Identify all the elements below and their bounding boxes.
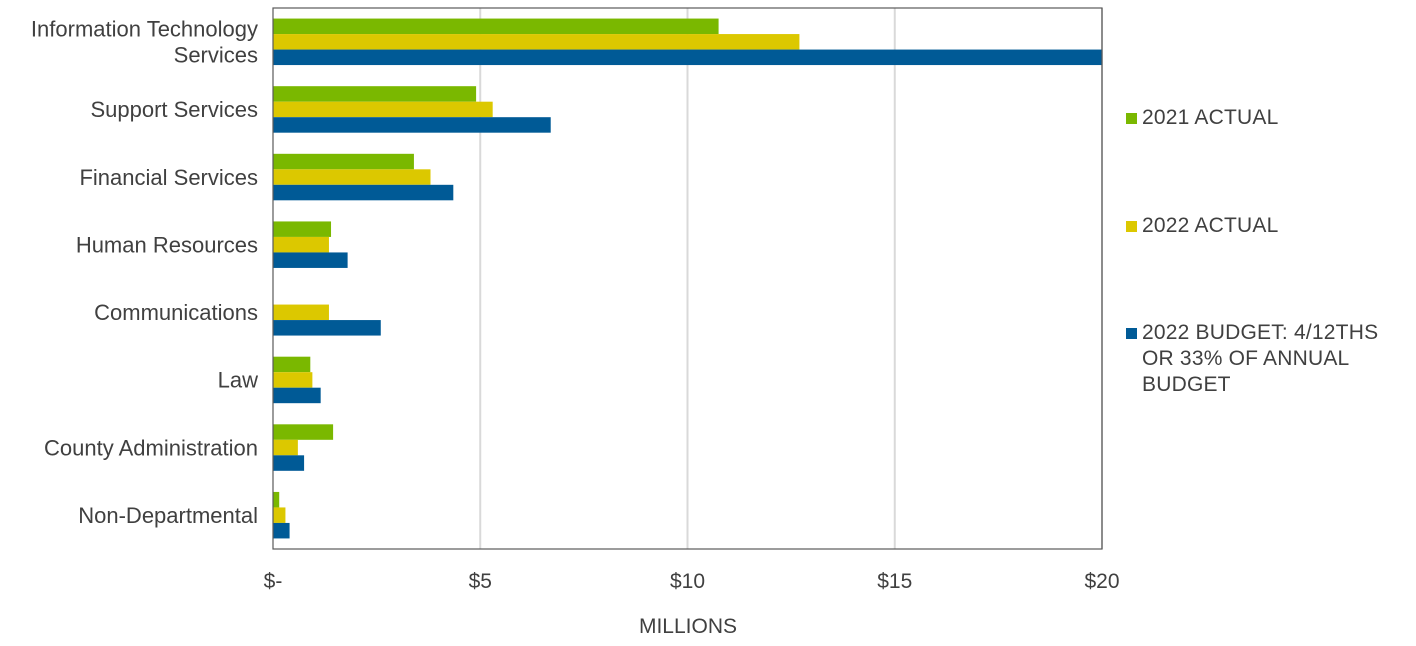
legend-swatch-2021-actual [1126, 113, 1137, 124]
bar [273, 117, 551, 133]
legend-swatch-2022-budget [1126, 328, 1137, 339]
category-label-line: Financial Services [79, 165, 258, 190]
category-label: Non-Departmental [78, 503, 258, 528]
category-label: Human Resources [76, 232, 258, 257]
bar [273, 507, 286, 523]
category-label-line: Services [174, 43, 258, 68]
plot-frame [272, 7, 1103, 550]
bar [273, 101, 493, 118]
category-label-line: Support Services [90, 97, 258, 122]
bar [273, 320, 381, 336]
x-tick-label: $- [264, 570, 283, 593]
bar [273, 153, 414, 170]
bar [273, 491, 280, 508]
category-label-line: County Administration [44, 435, 258, 460]
bar [273, 356, 311, 373]
bar [273, 236, 329, 253]
bar [273, 304, 329, 321]
category-labels: Information Technology Services Support Se… [31, 17, 258, 528]
x-axis-title: MILLIONS [639, 615, 737, 638]
category-label-line: Law [218, 368, 258, 393]
bar [273, 221, 332, 237]
bar [273, 455, 305, 471]
legend-swatch-2022-actual [1126, 221, 1137, 232]
bar [273, 439, 298, 456]
bar [273, 86, 477, 102]
bars [273, 18, 1102, 539]
category-label-line: Non-Departmental [78, 503, 258, 528]
legend-label: 2022 ACTUAL [1142, 214, 1279, 237]
bar [273, 169, 431, 185]
bar [273, 34, 800, 50]
bar [273, 18, 719, 35]
legend: 2021 ACTUAL 2022 ACTUAL 2022 BUDGET: 4/1… [1126, 0, 1406, 641]
bar [273, 522, 290, 539]
category-label: County Administration [44, 435, 258, 460]
x-tick-label: $10 [670, 570, 705, 593]
legend-label: 2022 BUDGET: 4/12THS OR 33% OF ANNUAL BU… [1142, 321, 1379, 396]
bar [273, 387, 321, 404]
x-tick-labels: $- $5 $10 $15 $20 [264, 570, 1120, 593]
category-label: Law [218, 368, 258, 393]
x-tick-label: $20 [1084, 570, 1119, 593]
category-label-line: Human Resources [76, 232, 258, 257]
legend-item-2021-actual: 2021 ACTUAL [1126, 105, 1382, 131]
bar [273, 372, 313, 388]
bar [273, 184, 454, 201]
bar [273, 49, 1102, 66]
category-label: Financial Services [79, 165, 258, 190]
legend-item-2022-budget: 2022 BUDGET: 4/12THS OR 33% OF ANNUAL BU… [1126, 320, 1382, 398]
category-label: Support Services [90, 97, 258, 122]
category-label: Communications [94, 300, 258, 325]
plot-border [272, 7, 1103, 550]
bar [273, 424, 334, 440]
bar [273, 252, 348, 268]
x-tick-label: $5 [469, 570, 492, 593]
x-tick-label: $15 [877, 570, 912, 593]
category-label-line: Information Technology [31, 17, 258, 42]
category-label: Information Technology Services [31, 17, 258, 68]
gridlines [479, 8, 1103, 549]
legend-label: 2021 ACTUAL [1142, 106, 1279, 129]
category-label-line: Communications [94, 300, 258, 325]
legend-item-2022-actual: 2022 ACTUAL [1126, 213, 1382, 239]
